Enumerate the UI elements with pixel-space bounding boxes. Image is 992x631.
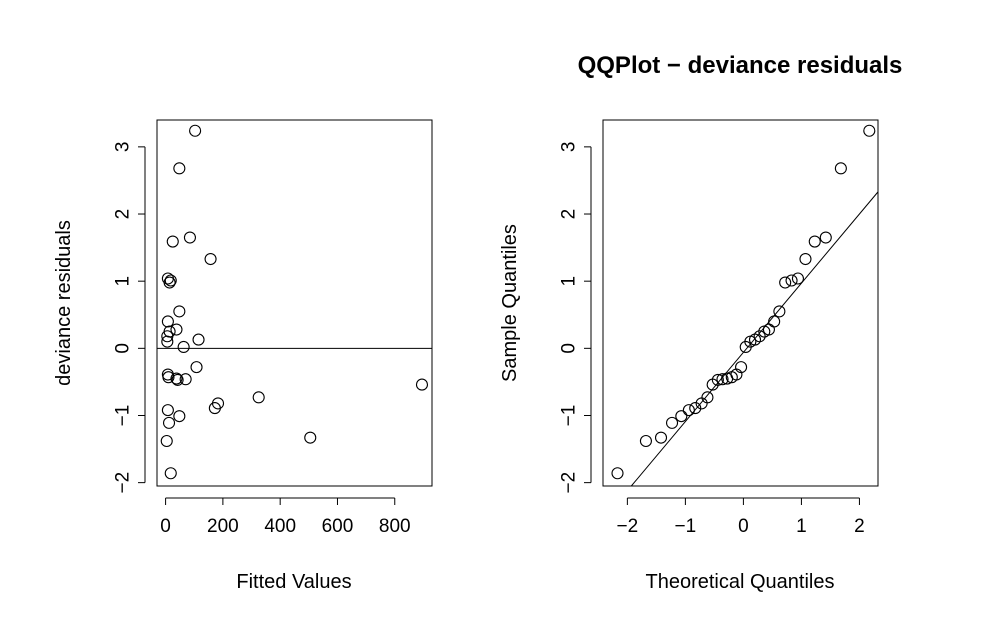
data-point: [208, 402, 221, 415]
data-point: [711, 373, 724, 386]
y-tick-label: −2: [113, 472, 134, 494]
data-point: [170, 372, 183, 385]
x-tick-label: 0: [160, 516, 171, 537]
data-point: [773, 305, 786, 318]
data-point: [791, 272, 804, 285]
x-tick-label: −1: [675, 516, 697, 537]
y-axis-label-left: deviance residuals: [53, 220, 75, 386]
data-point: [779, 276, 792, 289]
data-point: [173, 162, 186, 175]
data-point: [768, 315, 781, 328]
data-point: [735, 361, 748, 374]
y-axis-label-right: Sample Quantiles: [499, 224, 521, 382]
data-point: [170, 323, 183, 336]
data-point: [162, 371, 175, 384]
x-axis-right: −2 −1 0 1 2: [617, 497, 865, 537]
data-point: [716, 373, 729, 386]
x-tick-label: 1: [796, 516, 807, 537]
x-axis-label-right: Theoretical Quantiles: [646, 571, 835, 593]
y-tick-label: 1: [559, 276, 580, 287]
data-point: [161, 330, 174, 343]
data-point: [639, 434, 652, 448]
data-point: [161, 404, 174, 417]
data-points-left: [160, 124, 429, 480]
data-point: [189, 124, 202, 137]
data-point: [682, 404, 695, 417]
y-tick-label: 0: [113, 343, 134, 354]
data-point: [164, 274, 177, 287]
data-point: [162, 416, 176, 429]
y-tick-label: 1: [113, 276, 134, 287]
data-point: [163, 276, 176, 289]
data-point: [808, 235, 821, 248]
y-axis-right: −2 −1 0 1 2 3: [559, 142, 592, 494]
y-axis-left: −2 −1 0 1 2 3: [113, 142, 146, 494]
data-point: [166, 235, 179, 248]
data-point: [190, 361, 203, 374]
data-point: [863, 124, 876, 137]
data-point: [252, 391, 265, 404]
y-tick-label: −1: [113, 405, 134, 427]
data-point: [785, 274, 798, 287]
y-tick-label: −1: [559, 405, 580, 427]
data-point: [173, 305, 186, 318]
x-tick-label: 0: [738, 516, 749, 537]
data-point: [415, 378, 429, 391]
data-point: [834, 162, 847, 175]
data-point: [177, 340, 190, 354]
data-point: [160, 434, 173, 448]
data-point: [161, 315, 174, 328]
data-point: [204, 252, 217, 266]
residuals-vs-fitted-panel: 0 200 400 600 800 −2 −1 0 1 2 3 Fitted Values dev…: [53, 119, 433, 593]
x-tick-label: 600: [322, 516, 354, 537]
data-point: [192, 333, 205, 346]
data-point: [689, 402, 702, 415]
data-point: [611, 467, 624, 480]
x-tick-label: 2: [854, 516, 865, 537]
y-tick-label: 2: [559, 209, 580, 220]
data-point: [171, 373, 184, 386]
data-point: [164, 467, 177, 480]
x-tick-label: 800: [379, 516, 411, 537]
x-tick-label: −2: [617, 516, 639, 537]
plot-frame-left: [156, 119, 433, 487]
y-tick-label: 0: [559, 343, 580, 354]
data-point: [799, 252, 812, 266]
data-point: [161, 335, 174, 348]
data-point: [179, 373, 192, 386]
data-point: [654, 431, 668, 444]
data-point: [753, 330, 766, 343]
y-tick-label: 3: [559, 142, 580, 153]
y-tick-label: 2: [113, 209, 134, 220]
x-tick-label: 400: [264, 516, 296, 537]
y-tick-label: −2: [559, 472, 580, 494]
x-axis-label-left: Fitted Values: [236, 571, 351, 593]
x-axis-left: 0 200 400 600 800: [160, 497, 411, 537]
data-point: [173, 410, 186, 423]
data-points-right: [611, 124, 876, 480]
data-point: [675, 410, 688, 423]
y-tick-label: 3: [113, 142, 134, 153]
data-point: [183, 231, 196, 244]
data-point: [819, 231, 832, 244]
x-tick-label: 200: [207, 516, 239, 537]
qq-plot-panel: QQPlot − deviance residuals −2 −1 0 1 2 −2 −1…: [499, 52, 902, 593]
data-point: [304, 431, 317, 444]
chart-title: QQPlot − deviance residuals: [578, 52, 903, 79]
data-point: [701, 391, 714, 404]
plot-frame-right: [602, 119, 879, 487]
data-point: [665, 416, 679, 429]
